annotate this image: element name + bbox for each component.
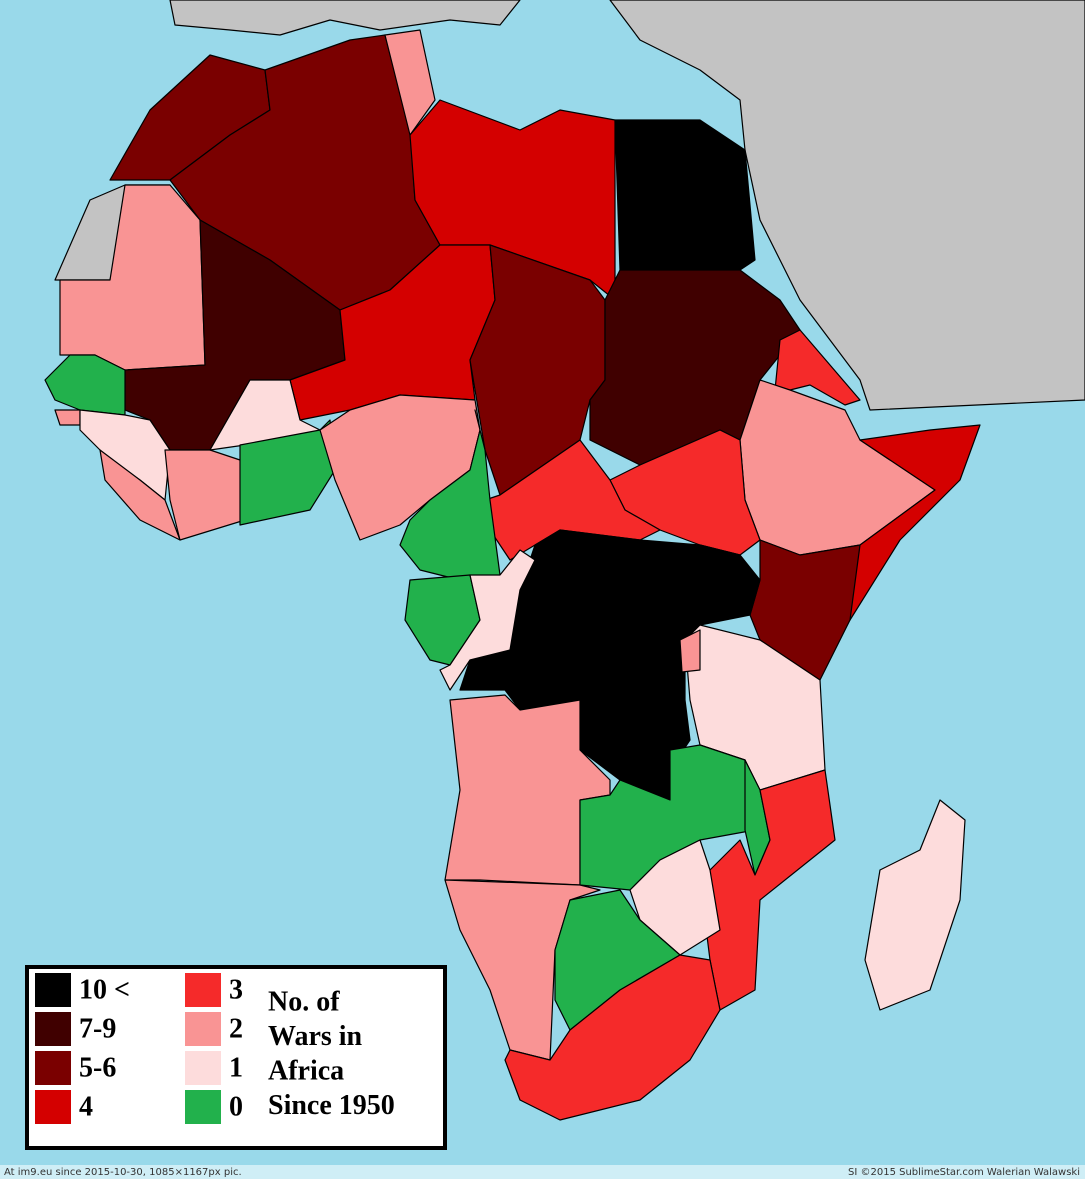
legend-label: 5-6 <box>79 1052 116 1083</box>
legend-title: Africa <box>268 1055 344 1086</box>
legend-swatch <box>185 1090 221 1124</box>
legend-swatch <box>35 1012 71 1046</box>
legend-title: Since 1950 <box>268 1090 395 1121</box>
legend-title: No. of <box>268 986 340 1017</box>
country <box>444 879 601 1061</box>
country <box>54 409 81 426</box>
footer-left: At im9.eu since 2015-10-30, 1085×1167px … <box>4 1167 242 1178</box>
country <box>399 409 501 581</box>
country <box>844 424 981 621</box>
legend-label: 4 <box>79 1091 93 1122</box>
legend-swatch <box>35 1051 71 1085</box>
legend-label: 1 <box>229 1052 243 1083</box>
legend-label: 3 <box>229 974 243 1005</box>
other-land <box>54 0 1085 411</box>
legend-box <box>25 965 447 1150</box>
legend-label: 10 < <box>79 974 130 1005</box>
country <box>439 549 536 691</box>
legend-label: 0 <box>229 1091 243 1122</box>
legend-swatch <box>185 1051 221 1085</box>
country <box>384 29 436 136</box>
country <box>614 119 756 271</box>
country <box>679 629 701 673</box>
legend-label: 7-9 <box>79 1013 116 1044</box>
country <box>44 354 126 416</box>
country <box>504 954 721 1121</box>
legend-swatch <box>185 1012 221 1046</box>
footer-bar <box>0 1165 1085 1179</box>
legend-swatch <box>35 973 71 1007</box>
legend-label: 2 <box>229 1013 243 1044</box>
countries <box>44 29 981 1121</box>
legend-swatch <box>185 973 221 1007</box>
country <box>864 799 966 1011</box>
legend-swatch <box>35 1090 71 1124</box>
footer-right: SI ©2015 SublimeStar.com Walerian Walaws… <box>848 1167 1080 1178</box>
legend-title: Wars in <box>268 1021 363 1052</box>
